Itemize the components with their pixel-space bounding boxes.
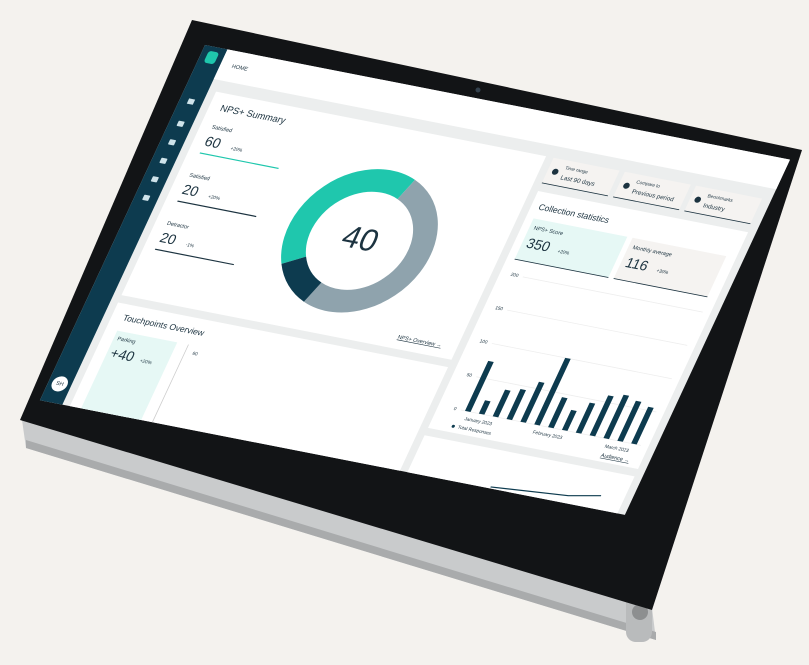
x-tick-label: March 2023	[603, 444, 630, 454]
grid-line	[522, 276, 703, 313]
bar	[534, 357, 571, 426]
stat-value: 350	[523, 236, 553, 255]
stat-change: -1%	[184, 242, 195, 249]
y-tick-label: 100	[478, 339, 488, 346]
x-tick-label: February 2023	[531, 430, 563, 441]
sidebar	[39, 45, 228, 405]
filter-icon	[623, 182, 630, 189]
stat-change: +30%	[655, 268, 670, 276]
avatar	[51, 376, 68, 392]
filter-label: Time range	[564, 165, 590, 175]
bar	[520, 381, 545, 423]
stat-underline	[177, 200, 257, 218]
nav-icon	[150, 176, 159, 183]
stat-value: 20	[157, 230, 179, 248]
tablet-hinge	[632, 604, 648, 620]
bar	[589, 395, 614, 437]
donut-segment	[281, 169, 438, 313]
stat-change: +20%	[229, 146, 244, 154]
donut-segment	[281, 169, 438, 313]
stat-value: 60	[202, 134, 224, 152]
y-tick-label: 150	[494, 305, 504, 312]
bottom-panel	[407, 435, 635, 514]
stat-box	[613, 237, 727, 297]
logo	[204, 51, 219, 64]
bar	[478, 400, 491, 415]
touch-stat-box	[81, 330, 178, 421]
stat-change: +20%	[139, 358, 154, 366]
grid-line	[507, 309, 688, 346]
stat-value: +40	[107, 346, 137, 365]
stat-label: NPS+ Score	[532, 226, 564, 237]
stat-label: Detractor	[166, 221, 190, 231]
filter-icon	[694, 196, 702, 203]
tablet-edge-shadow	[26, 440, 656, 640]
stat-value: 116	[622, 255, 651, 274]
nav-icon	[142, 194, 151, 201]
filter-underline	[541, 182, 609, 197]
stat-change: +20%	[207, 194, 222, 202]
stat-underline	[613, 278, 708, 298]
y-tick-label: 0	[452, 406, 457, 412]
filter-label: Benchmarks	[706, 193, 734, 204]
stat-underline	[154, 248, 235, 266]
filter-underline	[612, 196, 680, 211]
y-tick-label: 200	[509, 272, 519, 279]
page-title: HOME	[230, 64, 249, 73]
bar	[464, 360, 494, 412]
nav-icon	[159, 157, 168, 164]
y-tick-label: 50	[465, 372, 473, 379]
filter-value: Industry	[702, 203, 727, 214]
legend-dot	[451, 424, 455, 428]
nav-icon	[168, 139, 176, 146]
bar	[631, 406, 654, 445]
header-bar	[213, 49, 790, 190]
stat-underline	[514, 258, 609, 278]
camera	[475, 87, 481, 93]
bar	[506, 389, 527, 421]
bar	[548, 397, 568, 429]
bar	[603, 394, 630, 440]
stat-label: Parking	[116, 336, 136, 345]
grid-line	[491, 343, 672, 380]
sparkline	[490, 486, 602, 497]
bar	[561, 409, 577, 431]
avatar-initials: SH	[55, 381, 65, 388]
stat-underline	[199, 152, 279, 169]
filter-underline	[684, 210, 751, 225]
stat-box	[514, 218, 628, 278]
stat-label: Satisfied	[188, 173, 211, 183]
bar	[575, 402, 596, 434]
x-tick-label: January 2023	[463, 416, 493, 427]
filter-label: Compare to	[635, 179, 661, 189]
nav-icon	[176, 120, 185, 127]
filter-icon	[551, 168, 559, 175]
link: Audience →	[600, 453, 631, 464]
axis-label: 60	[191, 351, 199, 358]
stat-change: +20%	[556, 249, 571, 257]
axis-line	[152, 344, 189, 423]
stat-label: Satisfied	[210, 125, 233, 135]
grid-line	[476, 376, 657, 413]
nav-icon	[186, 98, 196, 105]
stat-value: 20	[179, 182, 201, 200]
bar	[492, 389, 511, 418]
bar	[617, 400, 642, 442]
